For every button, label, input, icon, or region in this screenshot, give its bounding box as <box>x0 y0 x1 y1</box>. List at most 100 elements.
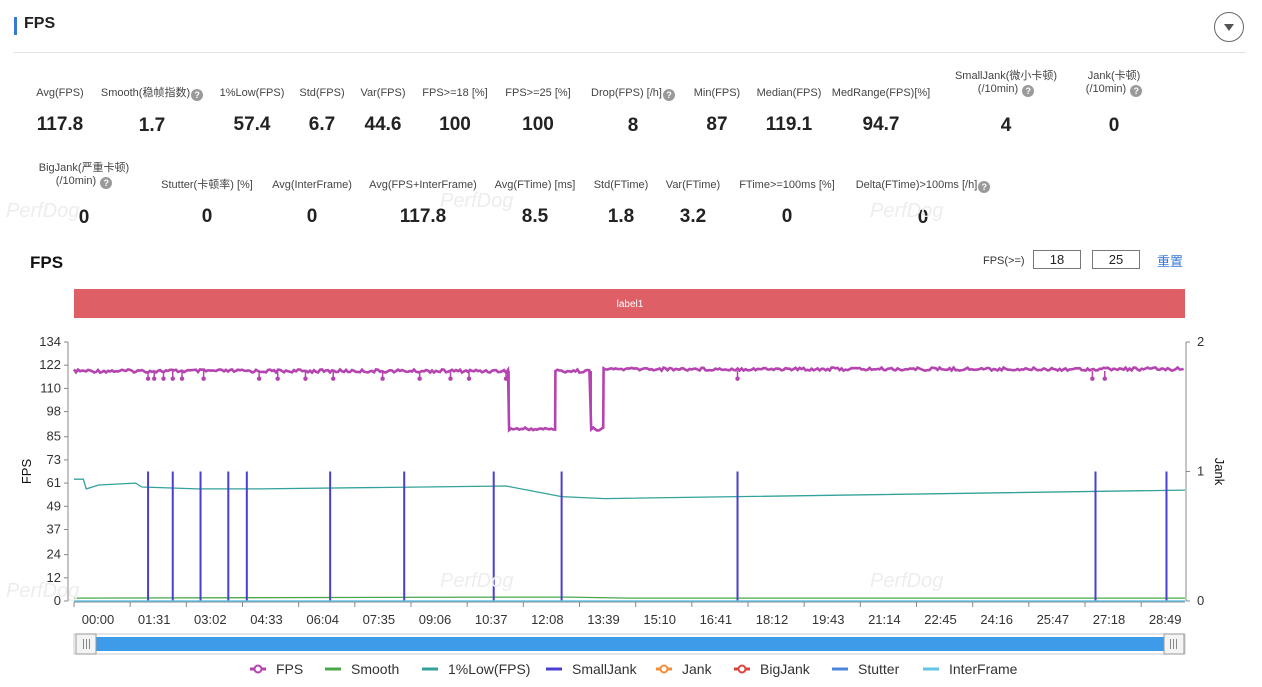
y-tick-label: 110 <box>40 380 61 395</box>
legend-item-stutter[interactable]: Stutter <box>832 661 900 677</box>
metric-label-line2: (/10min) ? <box>4 175 164 189</box>
slider-left-handle[interactable] <box>75 633 97 655</box>
slider-right-handle[interactable] <box>1163 633 1185 655</box>
y-tick-label: 85 <box>47 429 61 444</box>
legend-label: InterFrame <box>949 661 1018 677</box>
x-tick-label: 28:49 <box>1149 612 1182 627</box>
metric-value: 0 <box>917 207 929 228</box>
legend-item-smooth[interactable]: Smooth <box>325 661 399 677</box>
legend-item-interframe[interactable]: InterFrame <box>923 661 1018 677</box>
metric-row1-jank-1: Jank(卡顿) (/10min) ? 0 <box>1034 70 1194 137</box>
chart-title: FPS <box>30 253 64 272</box>
metric-row1-3: Std(FPS) 6.7 <box>242 87 402 136</box>
metric-value: 1.8 <box>607 206 635 227</box>
y-tick-label: 0 <box>54 593 61 608</box>
series-fps <box>72 365 1185 433</box>
help-icon[interactable]: ? <box>1130 85 1143 97</box>
fps-dip-point <box>303 376 308 381</box>
collapse-toggle-icon[interactable] <box>1214 12 1244 42</box>
metric-value: 3.2 <box>679 206 707 227</box>
metric-label: Median(FPS) <box>756 87 822 99</box>
x-tick-label: 22:45 <box>924 612 957 627</box>
x-tick-label: 18:12 <box>756 612 789 627</box>
fps-dip-point <box>331 376 336 381</box>
fps-dip-point <box>448 376 453 381</box>
metric-value: 0 <box>306 206 318 227</box>
help-icon[interactable]: ? <box>662 89 675 101</box>
y-tick-label: 73 <box>47 452 61 467</box>
legend-item-smalljank[interactable]: SmallJank <box>546 661 638 677</box>
metric-label: Var(FTime) <box>665 179 721 191</box>
y-tick-label: 61 <box>47 475 61 490</box>
label-band[interactable] <box>74 289 1185 318</box>
metric-row1-jank-0: SmallJank(微小卡顿) (/10min) ? 4 <box>926 70 1086 137</box>
metric-label-line1: Jank(卡顿) <box>1087 70 1141 82</box>
x-tick-label: 27:18 <box>1093 612 1126 627</box>
metric-row1-7: Drop(FPS) [/h]? 8 <box>553 87 713 137</box>
help-icon[interactable]: ? <box>1022 85 1035 97</box>
legend-label: Jank <box>682 661 713 677</box>
y-tick-label: 49 <box>47 498 61 513</box>
y-axis-label: FPS <box>19 459 34 485</box>
metric-row2-0: Stutter(卡顿率) [%] 0 <box>127 179 287 228</box>
metric-row1-6: FPS>=25 [%] 100 <box>458 87 618 136</box>
time-range-slider-fill[interactable] <box>96 637 1164 651</box>
fps-dip-point <box>417 376 422 381</box>
reset-button[interactable]: 重置 <box>1157 254 1184 269</box>
watermark-text: PerfDog <box>870 570 944 592</box>
metric-row1-0: Avg(FPS) 117.8 <box>0 87 140 136</box>
fps-dip-point <box>161 376 166 381</box>
metric-value: 87 <box>706 114 728 135</box>
legend-item-fps[interactable]: FPS <box>250 661 303 677</box>
metric-label: Avg(FTime) [ms] <box>494 179 576 191</box>
x-tick-label: 09:06 <box>419 612 452 627</box>
metric-row1-2: 1%Low(FPS) 57.4 <box>172 87 332 136</box>
help-icon[interactable]: ? <box>978 181 991 193</box>
series-line <box>73 596 1185 599</box>
fps-threshold-input-2[interactable]: 25 <box>1092 250 1140 269</box>
metric-row2-jank-0: BigJank(严重卡顿) (/10min) ? 0 <box>4 162 164 229</box>
metric-row1-1: Smooth(稳帧指数)? 1.7 <box>72 87 232 137</box>
legend-item-jank[interactable]: Jank <box>656 661 713 677</box>
y-right-tick-label: 1 <box>1197 464 1204 479</box>
metric-row1-10: MedRange(FPS)[%] 94.7 <box>801 87 961 136</box>
y-right-tick-label: 0 <box>1197 593 1204 608</box>
metric-label: Std(FPS) <box>299 87 345 99</box>
legend-label: SmallJank <box>572 661 638 677</box>
fps-dip-point <box>201 376 206 381</box>
legend-label: FPS <box>276 661 303 677</box>
metric-label-line1: BigJank(严重卡顿) <box>38 162 130 174</box>
legend-label: 1%Low(FPS) <box>448 661 530 677</box>
help-icon[interactable]: ? <box>191 89 204 101</box>
x-tick-label: 03:02 <box>194 612 227 627</box>
legend-label: Stutter <box>858 661 900 677</box>
fps-dip-point <box>152 376 157 381</box>
metric-label: Avg(FPS+InterFrame) <box>369 179 477 191</box>
metric-label: Avg(FPS) <box>36 87 84 99</box>
metric-label-line2: (/10min) ? <box>926 83 1086 97</box>
metric-row2-3: Avg(FTime) [ms] 8.5 <box>455 179 615 228</box>
series-1-low-fps- <box>74 478 1186 500</box>
help-icon[interactable]: ? <box>100 177 113 189</box>
metric-label-line2: (/10min) ? <box>1034 83 1194 97</box>
fps-dip-point <box>735 376 740 381</box>
legend-label: Smooth <box>351 661 399 677</box>
legend-item-1-low-fps-[interactable]: 1%Low(FPS) <box>422 661 530 677</box>
header-accent-bar <box>14 17 17 35</box>
metric-label: Stutter(卡顿率) [%] <box>161 179 253 191</box>
metric-row2-2: Avg(FPS+InterFrame) 117.8 <box>343 179 503 228</box>
metric-value: 1.7 <box>138 115 166 136</box>
x-tick-label: 07:35 <box>363 612 396 627</box>
metric-value: 6.7 <box>308 114 336 135</box>
metric-row1-8: Min(FPS) 87 <box>637 87 797 136</box>
legend-swatch-dot <box>659 664 669 674</box>
legend-swatch-dot <box>253 664 263 674</box>
metric-value: 4 <box>1000 115 1012 136</box>
metric-label: FPS>=18 [%] <box>422 87 488 99</box>
fps-threshold-input-1[interactable]: 18 <box>1033 250 1081 269</box>
y-right-axis-label: Jank <box>1212 458 1227 486</box>
legend-item-bigjank[interactable]: BigJank <box>734 661 811 677</box>
metric-label: Std(FTime) <box>593 179 649 191</box>
x-tick-label: 10:37 <box>475 612 508 627</box>
metric-row2-1: Avg(InterFrame) 0 <box>232 179 392 228</box>
